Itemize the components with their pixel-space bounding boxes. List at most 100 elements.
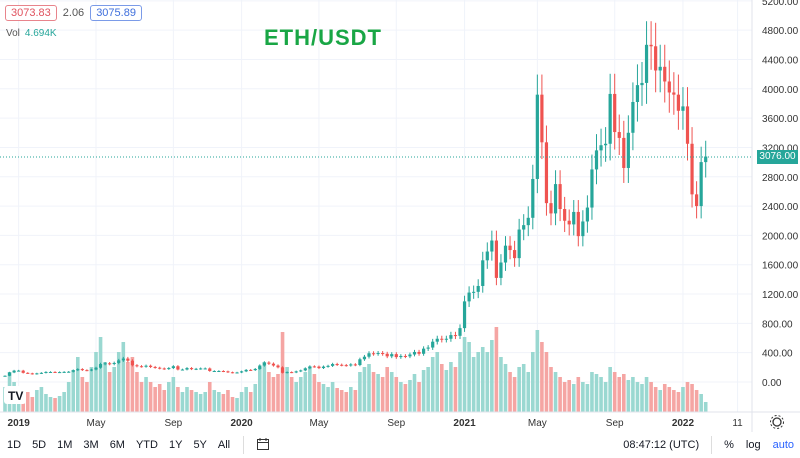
volume-bar <box>535 330 540 412</box>
volume-bar <box>148 382 153 412</box>
candle <box>476 285 480 292</box>
close-value: 3075.89 <box>90 5 142 21</box>
volume-bar <box>626 380 631 412</box>
candle <box>189 368 194 370</box>
candles <box>3 21 708 377</box>
volume-bar <box>344 392 349 412</box>
candle <box>208 368 212 372</box>
volume-bar <box>321 384 326 412</box>
range-all[interactable]: All <box>217 439 231 451</box>
candle <box>558 184 562 210</box>
candle <box>544 142 549 204</box>
candle <box>312 366 316 368</box>
volume-bar <box>98 337 103 412</box>
volume-bar <box>130 357 135 412</box>
clock-time[interactable]: 08:47:12 (UTC) <box>623 439 700 451</box>
range-6m[interactable]: 6M <box>109 439 125 451</box>
candle <box>390 354 394 357</box>
candle <box>626 132 630 168</box>
candle <box>526 217 530 226</box>
percent-toggle[interactable]: % <box>724 439 734 451</box>
candle <box>462 301 467 329</box>
volume-bar <box>694 390 699 412</box>
candle <box>704 156 708 163</box>
settings-gear-icon[interactable] <box>770 415 784 429</box>
candle <box>617 132 621 138</box>
candle <box>203 368 207 370</box>
range-1m[interactable]: 1M <box>57 439 73 451</box>
range-ytd[interactable]: YTD <box>135 439 158 451</box>
volume-bar <box>94 352 98 412</box>
volume-bar <box>44 394 48 412</box>
volume-bar <box>116 352 121 412</box>
volume-bar <box>490 340 494 412</box>
range-1d[interactable]: 1D <box>7 439 22 451</box>
candle <box>426 347 430 349</box>
volume-bar <box>421 370 426 412</box>
volume-bar <box>389 372 394 412</box>
volume-bar <box>567 380 571 412</box>
candle <box>522 225 526 230</box>
volume-bar <box>185 387 189 412</box>
candle <box>249 369 253 371</box>
volume-bar <box>599 377 603 412</box>
candle <box>267 362 271 364</box>
volume-bar <box>258 367 262 412</box>
volume-bar <box>326 387 330 412</box>
range-3m[interactable]: 3M <box>83 439 99 451</box>
volume-bar <box>135 372 139 412</box>
time-tick-label: May <box>87 418 106 429</box>
candle <box>185 368 189 370</box>
candle <box>321 366 326 369</box>
volume-bar <box>435 352 440 412</box>
candle <box>371 353 376 355</box>
volume-bar <box>89 367 94 412</box>
auto-toggle[interactable]: auto <box>772 439 794 451</box>
candle <box>458 328 462 336</box>
price-chart[interactable]: 0.00 400.00 800.00 1200.00 1600.00 2000.00 240… <box>0 0 800 432</box>
goto-date-icon[interactable] <box>256 437 270 454</box>
range-5y[interactable]: 5Y <box>193 439 207 451</box>
price-tick-label: 5200.00 <box>762 0 799 8</box>
candle <box>631 101 635 133</box>
volume-bar <box>362 367 367 412</box>
volume-bar <box>540 342 544 412</box>
volume-bar <box>298 377 303 412</box>
candle <box>103 363 107 365</box>
range-1y[interactable]: 1Y <box>168 439 183 451</box>
price-axis[interactable]: 0.00 400.00 800.00 1200.00 1600.00 2000.00 240… <box>762 0 799 389</box>
volume-bar <box>590 372 594 412</box>
volume-bar <box>276 374 280 412</box>
volume-bar <box>526 372 531 412</box>
log-toggle[interactable]: log <box>745 439 761 451</box>
volume-bar <box>685 382 690 412</box>
volume-bar <box>412 374 417 412</box>
candle <box>362 356 367 360</box>
candle <box>253 368 257 371</box>
candle <box>695 194 699 207</box>
time-axis[interactable]: 2019 May Sep 2020 May Sep 2021 May Sep 2022 11 <box>8 418 744 429</box>
bottom-toolbar: 1D 5D 1M 3M 6M YTD 1Y 5Y All 08:47:12 (U… <box>0 432 800 458</box>
volume-bar <box>385 367 389 412</box>
candle <box>567 220 571 225</box>
volume-bar <box>672 390 676 412</box>
volume-bar <box>662 384 667 412</box>
volume-bar <box>217 392 221 412</box>
candle <box>622 137 626 168</box>
candle <box>549 203 553 214</box>
volume-bar <box>667 387 672 412</box>
candle <box>690 143 694 195</box>
candle <box>444 338 448 340</box>
candle <box>235 372 239 374</box>
candle <box>240 371 244 373</box>
volume-bar <box>499 357 503 412</box>
candle <box>226 371 230 373</box>
grid <box>0 0 752 412</box>
volume-bar <box>112 367 116 412</box>
volume-bar <box>353 390 358 412</box>
candle <box>71 370 75 372</box>
range-5d[interactable]: 5D <box>32 439 47 451</box>
volume-bar <box>581 382 585 412</box>
volume-bar <box>603 382 608 412</box>
candle <box>344 365 348 367</box>
